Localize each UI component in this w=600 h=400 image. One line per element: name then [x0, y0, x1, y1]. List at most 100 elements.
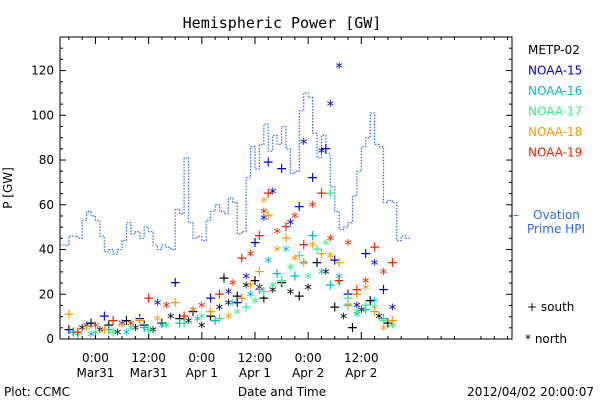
x-tick-time-label: 0:00: [188, 351, 215, 365]
data-point: *: [78, 321, 86, 339]
x-tick-date-label: Apr 2: [345, 366, 377, 380]
data-point: *: [96, 323, 104, 341]
data-point: +: [254, 282, 266, 298]
data-point: +: [205, 309, 217, 325]
south-marker-key: + south: [527, 300, 574, 314]
data-point: *: [198, 310, 206, 328]
data-points: + * + * + *+ * + * + * + *+*+ *+* +* +*+ * +* + *+*+*+*+* ++…: [63, 59, 398, 345]
data-point: *: [127, 321, 135, 339]
data-point: +: [249, 235, 261, 251]
data-point: +: [236, 250, 248, 266]
data-point: *: [309, 238, 317, 256]
data-point: *: [358, 303, 366, 321]
ovation-prime-hpi-line: [60, 92, 411, 255]
data-point: *: [251, 294, 259, 312]
data-point: +: [329, 253, 341, 269]
data-point: *: [247, 247, 255, 265]
x-tick-date-label: Mar31: [130, 366, 168, 380]
data-point: *: [380, 265, 388, 283]
data-point: +: [307, 228, 319, 244]
data-point: *: [154, 296, 162, 314]
data-point: +: [307, 170, 319, 186]
legend-entry: NOAA-17: [528, 105, 582, 119]
data-point: +: [258, 284, 270, 300]
data-point: +: [289, 268, 301, 284]
data-point: +: [98, 309, 110, 325]
data-point: +: [103, 322, 115, 338]
data-point: +: [107, 313, 119, 329]
data-point: +: [134, 311, 146, 327]
data-point: *: [287, 216, 295, 234]
data-point: +: [342, 297, 354, 313]
data-point: *: [247, 287, 255, 305]
data-point: +: [72, 324, 84, 340]
data-point: +: [276, 273, 288, 289]
data-point: +: [214, 286, 226, 302]
legend-entry: NOAA-15: [528, 64, 582, 78]
data-point: +: [369, 304, 381, 320]
x-tick-date-label: Apr 1: [186, 366, 218, 380]
data-point: +: [98, 322, 110, 338]
data-point: +: [316, 186, 328, 202]
data-point: *: [282, 243, 290, 261]
data-point: +: [382, 315, 394, 331]
data-point: *: [118, 319, 126, 337]
data-point: +: [138, 318, 150, 334]
ovation-legend-label-line1: Ovation: [533, 208, 580, 222]
data-point: +: [240, 300, 252, 316]
data-point: *: [269, 184, 277, 202]
data-point: *: [225, 285, 233, 303]
data-point: +: [85, 315, 97, 331]
y-tick-label: 40: [39, 243, 54, 257]
data-point: +: [347, 320, 359, 336]
data-point: *: [229, 276, 237, 294]
x-tick-date-label: Apr 1: [239, 366, 271, 380]
data-point: +: [262, 186, 274, 202]
data-point: +: [378, 313, 390, 329]
data-point: +: [67, 324, 79, 340]
data-point: *: [123, 325, 131, 343]
footer-credit: Plot: CCMC: [4, 385, 70, 399]
data-point: *: [340, 310, 348, 328]
data-point: *: [198, 319, 206, 337]
data-point: *: [344, 298, 352, 316]
data-point: *: [118, 316, 126, 334]
data-point: +: [262, 208, 274, 224]
data-point: *: [198, 298, 206, 316]
ovation-legend: – Ovation Prime HPI: [513, 208, 585, 236]
data-point: *: [362, 274, 370, 292]
data-point: *: [167, 310, 175, 328]
data-point: +: [107, 324, 119, 340]
data-point: *: [318, 265, 326, 283]
x-tick-date-label: Apr 2: [292, 366, 324, 380]
y-tick-label: 20: [39, 287, 54, 301]
data-point: +: [329, 300, 341, 316]
data-point: *: [194, 312, 202, 330]
data-point: +: [311, 255, 323, 271]
data-point: +: [342, 291, 354, 307]
data-point: *: [229, 296, 237, 314]
data-point: *: [185, 314, 193, 332]
data-point: *: [335, 269, 343, 287]
plot-frame: [59, 36, 513, 340]
data-point: +: [324, 186, 336, 202]
data-point: +: [209, 313, 221, 329]
data-point: *: [225, 310, 233, 328]
data-point: +: [231, 288, 243, 304]
data-point: *: [127, 316, 135, 334]
data-point: *: [225, 296, 233, 314]
y-tick-label: 0: [46, 332, 54, 346]
y-tick-label: 60: [39, 198, 54, 212]
data-point: *: [362, 281, 370, 299]
footer-timestamp: 2012/04/02 20:00:07: [467, 385, 594, 399]
data-point: +: [63, 306, 75, 322]
data-point: *: [273, 225, 281, 243]
data-point: *: [335, 276, 343, 294]
data-point: +: [360, 246, 372, 262]
data-point: +: [342, 286, 354, 302]
data-point: +: [369, 239, 381, 255]
chart-title: Hemispheric Power [GW]: [183, 14, 382, 32]
data-point: *: [260, 211, 268, 229]
